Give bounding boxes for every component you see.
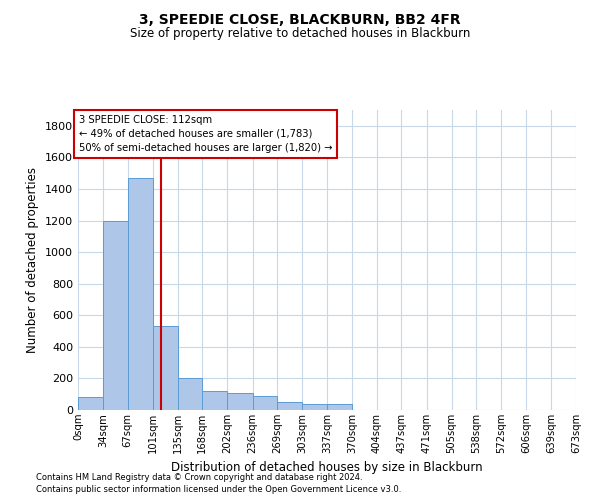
Bar bbox=[153, 326, 178, 410]
Bar bbox=[253, 396, 277, 410]
Text: 3, SPEEDIE CLOSE, BLACKBURN, BB2 4FR: 3, SPEEDIE CLOSE, BLACKBURN, BB2 4FR bbox=[139, 12, 461, 26]
Text: Contains HM Land Registry data © Crown copyright and database right 2024.: Contains HM Land Registry data © Crown c… bbox=[36, 472, 362, 482]
Bar bbox=[128, 178, 153, 410]
Bar bbox=[277, 402, 302, 410]
Bar bbox=[78, 398, 103, 410]
Bar bbox=[302, 404, 328, 410]
Text: 3 SPEEDIE CLOSE: 112sqm
← 49% of detached houses are smaller (1,783)
50% of semi: 3 SPEEDIE CLOSE: 112sqm ← 49% of detache… bbox=[79, 114, 332, 152]
Text: Contains public sector information licensed under the Open Government Licence v3: Contains public sector information licen… bbox=[36, 485, 401, 494]
Bar bbox=[178, 378, 202, 410]
Bar bbox=[227, 392, 253, 410]
Y-axis label: Number of detached properties: Number of detached properties bbox=[26, 167, 40, 353]
Bar bbox=[103, 220, 128, 410]
Text: Size of property relative to detached houses in Blackburn: Size of property relative to detached ho… bbox=[130, 28, 470, 40]
X-axis label: Distribution of detached houses by size in Blackburn: Distribution of detached houses by size … bbox=[171, 462, 483, 474]
Bar bbox=[202, 391, 227, 410]
Bar bbox=[328, 404, 352, 410]
